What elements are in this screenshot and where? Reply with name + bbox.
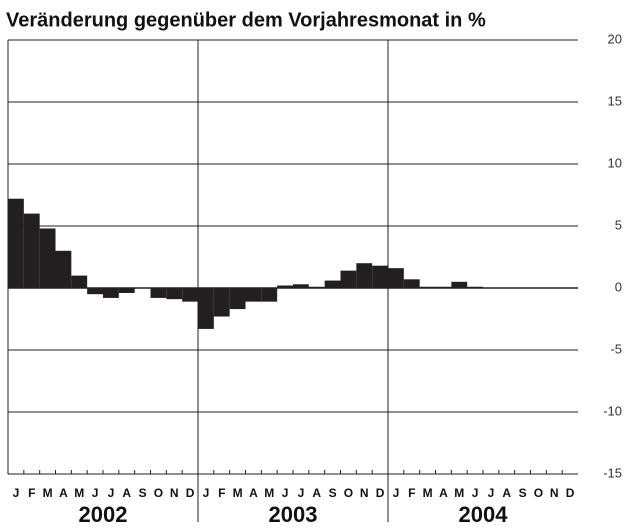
x-tick-label: A [439, 486, 448, 500]
x-tick-label: F [28, 486, 35, 500]
bar [55, 250, 72, 288]
x-tick-label: O [154, 486, 163, 500]
x-tick-label: J [203, 486, 210, 500]
y-tick-label: 10 [608, 155, 622, 170]
bar [213, 288, 230, 317]
bar [372, 265, 388, 288]
bar [23, 213, 40, 288]
year-label: 2002 [79, 502, 128, 527]
bar [71, 275, 88, 288]
bar [451, 281, 468, 288]
bar [388, 268, 404, 288]
bar [39, 228, 56, 288]
x-tick-label: D [566, 486, 575, 500]
x-tick-label: F [218, 486, 225, 500]
x-tick-label: M [264, 486, 274, 500]
x-tick-label: D [376, 486, 385, 500]
x-tick-label: J [282, 486, 289, 500]
bar [8, 198, 24, 288]
bar [229, 288, 246, 310]
x-tick-label: O [534, 486, 543, 500]
bar [103, 288, 119, 298]
x-tick-label: N [360, 486, 369, 500]
x-tick-label: F [408, 486, 415, 500]
y-tick-label: 20 [608, 31, 622, 46]
x-tick-label: J [92, 486, 99, 500]
x-tick-label: S [329, 486, 337, 500]
x-tick-label: A [312, 486, 321, 500]
x-tick-label: J [472, 486, 479, 500]
bar [356, 263, 373, 288]
x-tick-label: A [122, 486, 131, 500]
bar [182, 288, 198, 302]
y-tick-label: 5 [615, 217, 622, 232]
y-tick-label: 15 [608, 93, 622, 108]
x-tick-label: J [393, 486, 400, 500]
bar [87, 288, 103, 295]
x-tick-label: M [74, 486, 84, 500]
x-tick-label: M [233, 486, 243, 500]
x-tick-label: J [108, 486, 115, 500]
bar [245, 288, 262, 302]
bar [277, 285, 293, 288]
x-tick-label: J [13, 486, 20, 500]
x-tick-label: D [186, 486, 195, 500]
x-tick-label: N [550, 486, 559, 500]
bar [261, 288, 278, 302]
chart-title: Veränderung gegenüber dem Vorjahresmonat… [6, 9, 486, 31]
x-tick-label: S [139, 486, 147, 500]
y-tick-label: -5 [610, 341, 622, 356]
bar [340, 270, 357, 288]
x-tick-label: M [423, 486, 433, 500]
x-tick-label: M [454, 486, 464, 500]
bar [293, 284, 309, 288]
y-tick-label: 0 [615, 279, 622, 294]
x-tick-label: A [59, 486, 68, 500]
y-tick-label: -15 [603, 465, 622, 480]
y-tick-label: -10 [603, 403, 622, 418]
x-tick-label: M [43, 486, 53, 500]
bar [198, 288, 214, 329]
x-tick-label: J [298, 486, 305, 500]
bar [150, 288, 167, 298]
x-tick-label: S [519, 486, 527, 500]
x-tick-label: N [170, 486, 179, 500]
bar [118, 288, 135, 293]
bar [166, 288, 183, 300]
x-tick-label: A [502, 486, 511, 500]
year-label: 2004 [459, 502, 509, 527]
x-tick-label: A [249, 486, 258, 500]
bar [403, 279, 420, 288]
bar [324, 280, 341, 288]
x-tick-label: J [488, 486, 495, 500]
x-tick-label: O [344, 486, 353, 500]
year-label: 2003 [269, 502, 318, 527]
